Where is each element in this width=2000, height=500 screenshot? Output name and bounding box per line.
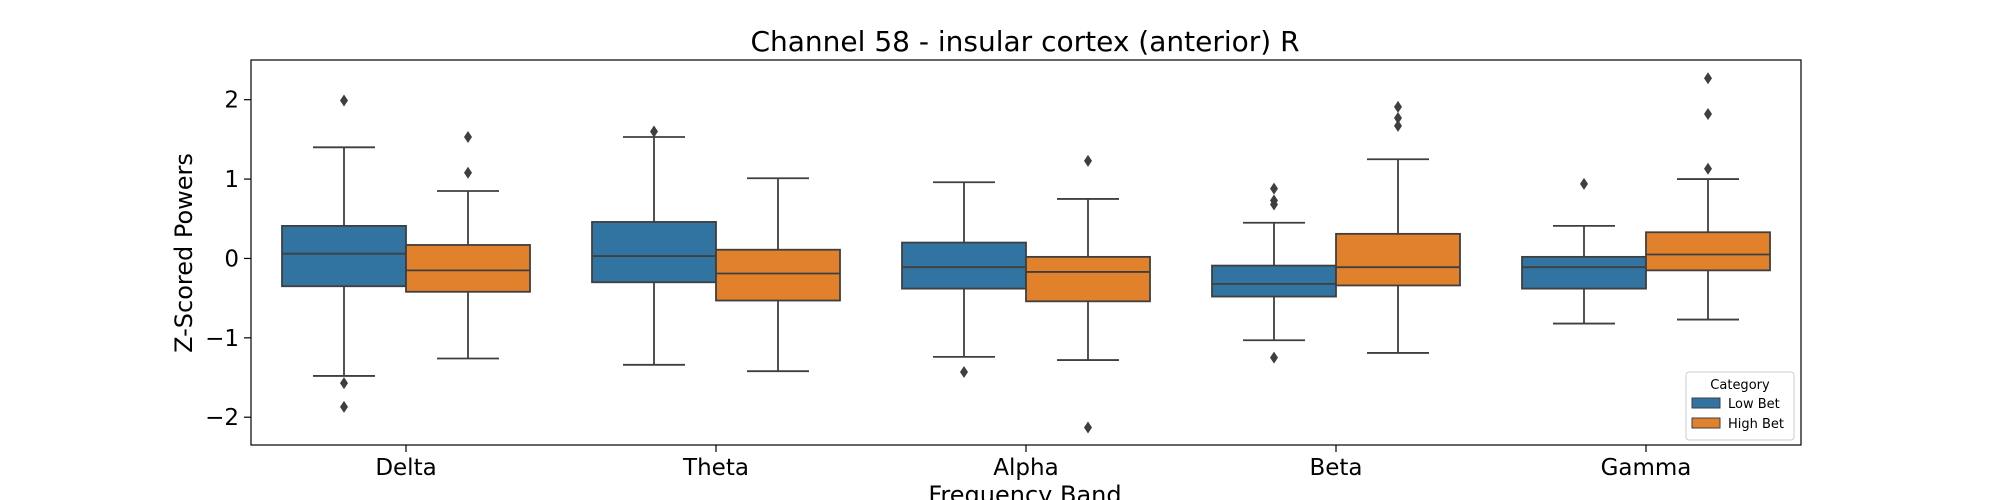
outlier-point (650, 125, 658, 138)
legend-swatch-low-bet (1691, 397, 1721, 409)
legend-label-high-bet: High Bet (1728, 417, 1784, 432)
box-low-bet-delta (281, 94, 407, 413)
outlier-point (1084, 154, 1092, 167)
outlier-point (1084, 421, 1092, 434)
y-tick-label: −1 (205, 326, 239, 352)
box-high-bet-beta (1335, 100, 1461, 354)
outlier-point (1270, 198, 1278, 211)
box-iqr (281, 225, 407, 288)
box-high-bet-gamma (1645, 72, 1771, 321)
box-low-bet-gamma (1521, 177, 1647, 325)
outlier-point (1704, 107, 1712, 120)
outlier-point (960, 365, 968, 378)
outlier-point (1270, 182, 1278, 195)
chart-title: Channel 58 - insular cortex (anterior) R (750, 25, 1299, 58)
box-iqr (591, 221, 717, 284)
x-tick-label: Alpha (993, 455, 1058, 481)
y-tick-label: 0 (224, 246, 239, 272)
box-iqr (1521, 255, 1647, 290)
outlier-point (1394, 119, 1402, 132)
y-tick-label: −2 (205, 405, 239, 431)
box-iqr (405, 244, 531, 293)
outlier-point (1580, 177, 1588, 190)
box-high-bet-delta (405, 131, 531, 360)
box-low-bet-alpha (901, 181, 1027, 378)
outlier-point (464, 166, 472, 179)
box-iqr (1645, 231, 1771, 272)
outlier-point (1704, 72, 1712, 85)
x-tick-label: Beta (1309, 455, 1362, 481)
plot-area: −2 −1 0 1 2 Delta Theta Alpha Beta Gamma (205, 59, 1802, 481)
box-iqr (1335, 232, 1461, 287)
box-iqr (715, 248, 841, 302)
box-high-bet-theta (715, 177, 841, 373)
box-high-bet-alpha (1025, 154, 1151, 434)
outlier-point (1704, 162, 1712, 175)
outlier-point (1394, 111, 1402, 124)
outlier-point (464, 131, 472, 143)
legend-title: Category (1710, 378, 1770, 393)
y-tick-label: 2 (224, 88, 239, 114)
box-low-bet-beta (1211, 182, 1337, 364)
outlier-point (340, 94, 348, 107)
outlier-point (340, 400, 348, 413)
x-tick-label: Delta (375, 455, 436, 481)
legend: Category Low Bet High Bet (1685, 371, 1795, 441)
outlier-point (340, 377, 348, 390)
box-iqr (1211, 264, 1337, 298)
box-iqr (901, 241, 1027, 290)
y-axis-label: Z-Scored Powers (170, 153, 198, 353)
legend-label-low-bet: Low Bet (1728, 397, 1780, 412)
legend-swatch-high-bet (1691, 417, 1721, 429)
y-tick-label: 1 (224, 167, 239, 193)
x-tick-label: Theta (682, 455, 749, 481)
box-iqr (1025, 255, 1151, 303)
box-low-bet-theta (591, 125, 717, 366)
outlier-point (1394, 100, 1402, 113)
x-axis-label: Frequency Band (928, 481, 1121, 500)
outlier-point (1270, 351, 1278, 364)
x-tick-label: Gamma (1601, 455, 1692, 481)
